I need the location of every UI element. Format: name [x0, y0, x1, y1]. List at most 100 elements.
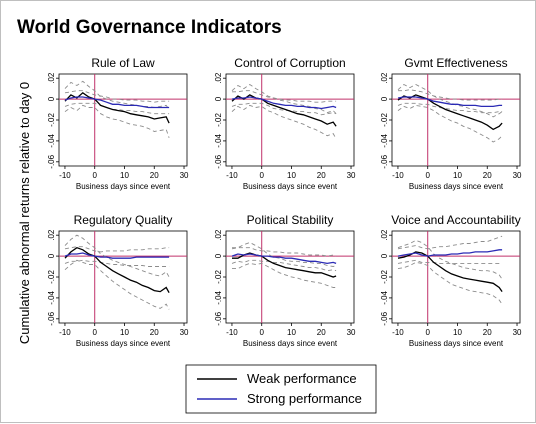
x-tick-label: 0	[92, 171, 97, 180]
x-tick-label: 10	[120, 171, 129, 180]
x-tick-label: 0	[259, 171, 264, 180]
y-tick-label: -.02	[380, 113, 389, 127]
y-tick-label: -.06	[47, 311, 56, 325]
y-tick-label: -.02	[47, 270, 56, 284]
weak-upper-ci-line	[232, 242, 337, 267]
strong-upper-ci-line	[64, 90, 170, 103]
x-axis-label: Business days since event	[76, 182, 171, 191]
y-tick-label: 0	[47, 96, 56, 101]
x-tick-label: -10	[226, 328, 238, 337]
x-axis-label: Business days since event	[409, 339, 504, 348]
y-tick-label: 0	[214, 96, 223, 101]
y-tick-label: -.04	[214, 133, 223, 147]
legend-label-weak: Weak performance	[247, 371, 357, 386]
y-tick-label: .02	[214, 229, 223, 241]
y-tick-label: 0	[214, 253, 223, 258]
weak-lower-ci-line	[64, 104, 170, 138]
y-tick-label: 0	[380, 253, 389, 258]
x-tick-label: -10	[392, 328, 404, 337]
weak-performance-line	[397, 251, 503, 292]
y-tick-label: -.02	[214, 113, 223, 127]
x-tick-label: 10	[453, 328, 462, 337]
panel-title: Voice and Accountability	[391, 213, 520, 227]
x-tick-label: 20	[483, 328, 492, 337]
panel-rule-of-law: Rule of Law .02 0 -.02 -.04 -.06-10 0 10 20 30 Bus…	[47, 56, 189, 191]
x-axis-label: Business days since event	[76, 339, 171, 348]
weak-upper-ci-line	[397, 239, 503, 280]
strong-upper-ci-line	[64, 246, 170, 253]
plot-area	[58, 230, 188, 324]
weak-performance-line	[64, 246, 170, 294]
panel-title: Regulatory Quality	[74, 213, 173, 227]
y-tick-label: -.06	[47, 154, 56, 168]
x-tick-label: 30	[180, 328, 189, 337]
weak-upper-ci-line	[231, 83, 337, 115]
panel-title: Political Stability	[247, 213, 334, 227]
x-tick-label: -10	[59, 171, 71, 180]
weak-lower-ci-line	[232, 262, 337, 288]
x-tick-label: 0	[425, 328, 430, 337]
panel-grid: Rule of Law.020-.02-.04-.06-10 0 10 20 30Bus…	[47, 56, 522, 348]
weak-performance-line	[397, 94, 503, 131]
y-tick-label: -.04	[380, 133, 389, 147]
y-tick-label: -.06	[214, 311, 223, 325]
y-tick-label: .02	[214, 72, 223, 84]
y-tick-label: .02	[380, 72, 389, 84]
panel-regulatory-quality: Regulatory Quality .02 0 -.02 -.04 -.06-10 0 10…	[47, 213, 189, 348]
legend-label-strong: Strong performance	[247, 391, 362, 406]
y-tick-label: -.04	[380, 290, 389, 304]
weak-upper-ci-line	[397, 83, 503, 118]
x-tick-label: 20	[483, 171, 492, 180]
y-tick-label: -.06	[380, 311, 389, 325]
y-tick-label: -.04	[47, 133, 56, 147]
strong-upper-ci-line	[231, 247, 337, 257]
y-tick-label: 0	[47, 253, 56, 258]
weak-lower-ci-line	[397, 104, 503, 143]
y-tick-label: -.02	[214, 270, 223, 284]
strong-lower-ci-line	[64, 259, 170, 267]
panel-gvmt-effectiveness: Gvmt Effectiveness .02 0 -.02 -.04 -.06-10 0 10…	[380, 56, 522, 191]
weak-lower-ci-line	[64, 259, 170, 310]
figure-ylabel: Cumulative abnormal returns relative to …	[17, 82, 32, 344]
weak-performance-line	[64, 91, 170, 124]
x-tick-label: 0	[92, 328, 97, 337]
y-tick-label: 0	[380, 96, 389, 101]
y-tick-label: -.06	[380, 154, 389, 168]
panel-control-of-corruption: Control of Corruption .02 0 -.02 -.04 -.06-10…	[214, 56, 356, 191]
x-tick-label: 30	[513, 328, 522, 337]
strong-performance-line	[64, 252, 170, 259]
y-tick-label: .02	[47, 72, 56, 84]
x-tick-label: 20	[317, 328, 326, 337]
strong-performance-line	[231, 96, 337, 110]
x-tick-label: 30	[347, 328, 356, 337]
legend: Weak performance Strong performance	[185, 364, 377, 414]
strong-lower-ci-line	[64, 102, 170, 115]
panel-title: Control of Corruption	[234, 56, 345, 70]
plot-area	[391, 73, 521, 167]
strong-performance-line	[64, 96, 170, 109]
x-tick-label: 30	[347, 171, 356, 180]
x-tick-label: 0	[259, 328, 264, 337]
x-tick-label: -10	[392, 171, 404, 180]
y-tick-label: -.04	[47, 290, 56, 304]
weak-upper-ci-line	[64, 234, 170, 278]
strong-performance-line	[231, 253, 337, 265]
panel-title: Rule of Law	[91, 56, 155, 70]
legend-box	[185, 364, 377, 414]
strong-performance-line	[397, 96, 503, 108]
x-axis-label: Business days since event	[409, 182, 504, 191]
x-tick-label: 10	[287, 328, 296, 337]
panel-title: Gvmt Effectiveness	[404, 56, 507, 70]
x-tick-label: -10	[59, 328, 71, 337]
x-tick-label: 30	[180, 171, 189, 180]
x-tick-label: 0	[425, 171, 430, 180]
weak-lower-ci-line	[397, 261, 503, 305]
strong-upper-ci-line	[397, 235, 503, 250]
x-tick-label: 20	[150, 328, 159, 337]
x-axis-label: Business days since event	[243, 182, 338, 191]
strong-upper-ci-line	[232, 90, 337, 103]
x-tick-label: 30	[513, 171, 522, 180]
strong-upper-ci-line	[398, 89, 503, 101]
